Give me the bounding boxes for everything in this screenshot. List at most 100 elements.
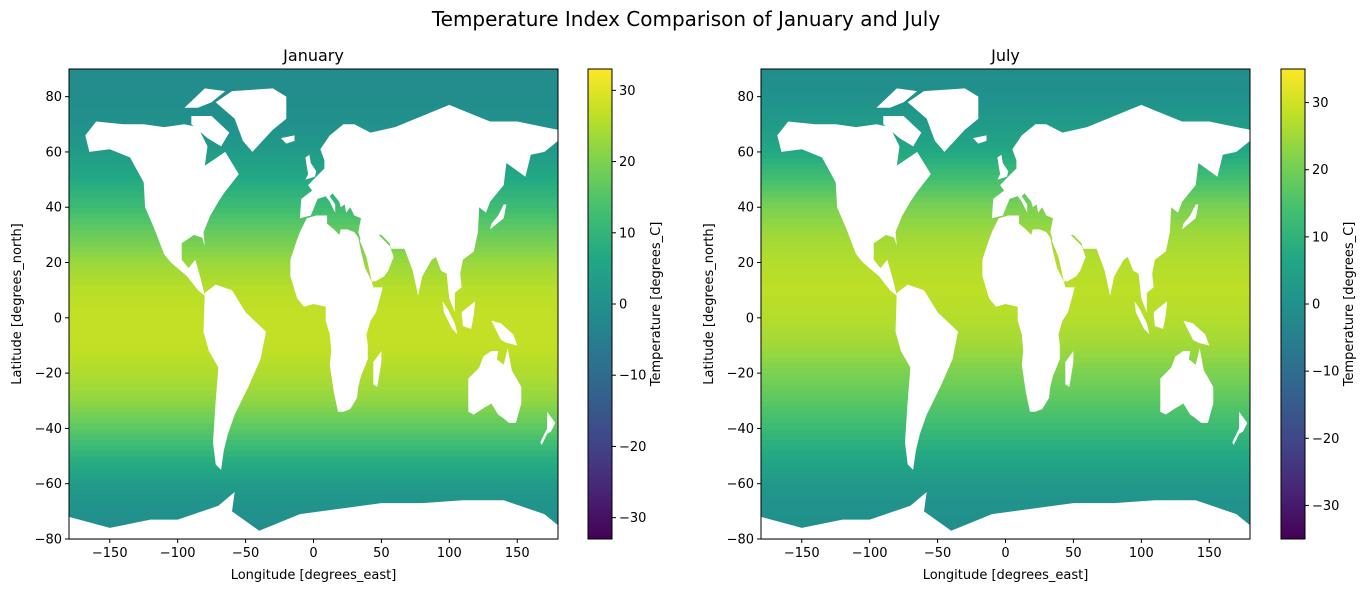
x-tick-label: −100 bbox=[160, 546, 196, 561]
x-tick-label: 100 bbox=[437, 546, 462, 561]
temperature-band bbox=[761, 107, 1250, 114]
landmass-baffin bbox=[883, 116, 922, 147]
temperature-band bbox=[761, 306, 1250, 313]
temperature-band bbox=[69, 467, 558, 474]
temperature-band bbox=[761, 373, 1250, 380]
temperature-band bbox=[69, 345, 558, 352]
temperature-band bbox=[69, 439, 558, 446]
landmass-japan bbox=[490, 204, 507, 230]
temperature-band bbox=[761, 433, 1250, 441]
temperature-band bbox=[69, 384, 558, 391]
temperature-band bbox=[69, 400, 558, 407]
axes-title-july: July bbox=[990, 46, 1020, 65]
temperature-band bbox=[69, 323, 558, 330]
temperature-band bbox=[761, 301, 1250, 308]
colorbar-tick-label: −20 bbox=[1312, 432, 1339, 447]
temperature-band bbox=[761, 445, 1250, 452]
temperature-band bbox=[761, 422, 1250, 430]
temperature-band bbox=[761, 351, 1250, 358]
temperature-band bbox=[761, 450, 1250, 457]
temperature-band bbox=[761, 461, 1250, 468]
landmass-greenland bbox=[907, 88, 979, 152]
temperature-band bbox=[761, 129, 1250, 136]
temperature-band bbox=[69, 351, 558, 358]
temperature-band bbox=[69, 140, 558, 148]
x-tick-label: −150 bbox=[784, 546, 820, 561]
landmass-iceland bbox=[280, 135, 295, 144]
temperature-band bbox=[761, 489, 1250, 496]
landmass-eurasia bbox=[991, 104, 1250, 313]
colorbar-tick-label: −30 bbox=[1312, 499, 1339, 514]
temperature-band bbox=[761, 467, 1250, 474]
landmass-borneo bbox=[1153, 301, 1168, 329]
temperature-band bbox=[69, 373, 558, 380]
landmass-uk bbox=[305, 154, 317, 180]
temperature-band bbox=[69, 135, 558, 142]
y-tick-label: −20 bbox=[35, 367, 62, 382]
landmass-sumatra bbox=[1134, 301, 1150, 335]
x-tick-label: 50 bbox=[1065, 546, 1082, 561]
temperature-band bbox=[761, 96, 1250, 103]
temperature-band bbox=[69, 339, 558, 347]
landmass-arabia bbox=[359, 229, 394, 282]
temperature-band bbox=[69, 312, 558, 319]
landmass-ellesmere bbox=[876, 88, 918, 108]
land-mask-january bbox=[69, 88, 558, 539]
temperature-band bbox=[761, 478, 1250, 485]
temperature-band bbox=[761, 118, 1250, 125]
y-ticks-january: −80 −60 −40 −20 0 20 40 60 80 bbox=[35, 90, 69, 548]
colorbar-tick-label: 20 bbox=[619, 155, 636, 170]
landmass-south-america bbox=[895, 284, 958, 470]
colorbar-tick-label: −10 bbox=[1312, 365, 1339, 380]
temperature-band bbox=[761, 472, 1250, 479]
landmass-arabia bbox=[1051, 229, 1086, 282]
x-tick-label: 150 bbox=[505, 546, 530, 561]
y-tick-label: −80 bbox=[727, 533, 754, 548]
x-tick-label: 0 bbox=[1001, 546, 1009, 561]
x-tick-label: −150 bbox=[92, 546, 128, 561]
x-tick-label: 0 bbox=[309, 546, 317, 561]
temperature-band bbox=[761, 157, 1250, 164]
temperature-band bbox=[69, 389, 558, 396]
y-tick-label: 80 bbox=[45, 90, 62, 105]
colorbar-label-january: Temperature [degrees_C] bbox=[649, 222, 664, 388]
temperature-band bbox=[761, 334, 1250, 341]
y-tick-label: 40 bbox=[737, 201, 754, 216]
y-tick-label: 0 bbox=[54, 311, 62, 326]
temperature-band bbox=[761, 428, 1250, 435]
temperature-band bbox=[761, 207, 1250, 214]
temperature-band bbox=[761, 328, 1250, 336]
temperature-band bbox=[69, 417, 558, 424]
y-tick-label: −20 bbox=[727, 367, 754, 382]
temperature-band bbox=[69, 151, 558, 159]
temperature-band bbox=[761, 102, 1250, 109]
temperature-band bbox=[761, 345, 1250, 352]
temperature-band bbox=[761, 389, 1250, 396]
temperature-band bbox=[69, 113, 558, 120]
temperature-band bbox=[761, 411, 1250, 418]
temperature-band bbox=[69, 212, 558, 219]
landmass-north-america bbox=[777, 121, 931, 296]
landmass-iceland bbox=[972, 135, 987, 144]
landmass-australia bbox=[468, 348, 522, 423]
x-tick-label: −50 bbox=[232, 546, 259, 561]
temperature-band bbox=[761, 113, 1250, 120]
panel-july: −150 −100 −50 0 50 100 150 −80−60−40−200204060… bbox=[702, 46, 1357, 583]
temperature-band bbox=[69, 378, 558, 385]
temperature-band bbox=[761, 483, 1250, 490]
colorbar-tick-label: −10 bbox=[619, 369, 646, 384]
temperature-band bbox=[69, 445, 558, 452]
temperature-band bbox=[761, 163, 1250, 170]
x-ticks-january: −150 −100 −50 0 50 100 150 bbox=[92, 539, 530, 561]
temperature-band bbox=[761, 317, 1250, 324]
temperature-band bbox=[69, 456, 558, 463]
temperature-band bbox=[69, 301, 558, 308]
temperature-band bbox=[69, 356, 558, 363]
colorbar-january bbox=[587, 68, 613, 540]
colorbar-tick-label: −20 bbox=[619, 440, 646, 455]
temperature-band bbox=[69, 494, 558, 501]
temperature-band bbox=[69, 69, 558, 76]
temperature-band bbox=[761, 417, 1250, 424]
temperature-band bbox=[69, 433, 558, 441]
